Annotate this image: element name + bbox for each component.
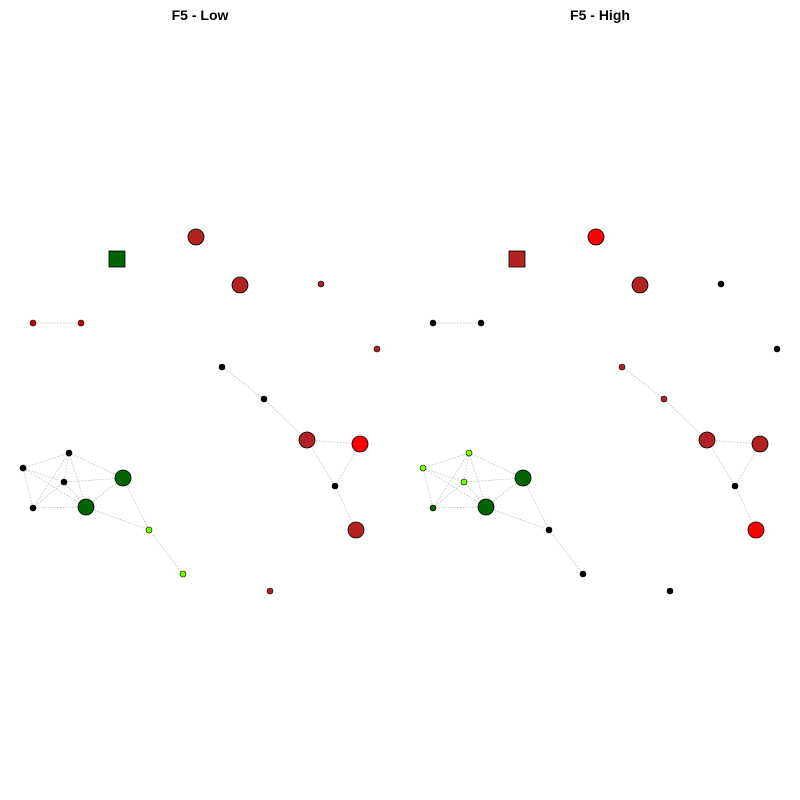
node-p1-low [29, 319, 37, 327]
edge-G2-l1-high [485, 506, 550, 531]
node-l1-low [145, 526, 153, 534]
node-g1-high [419, 464, 427, 472]
panel-high: F5 - High [400, 0, 800, 800]
edge-g3-g4-low [32, 481, 65, 509]
node-l1-high [545, 526, 553, 534]
node-g3-high [460, 478, 468, 486]
node-p2-low [77, 319, 85, 327]
edge-g1-g3-high [422, 467, 465, 483]
node-sq-high [508, 250, 526, 268]
node-e3-high [731, 482, 739, 490]
node-p2-high [477, 319, 485, 327]
edge-l1-l2-low [148, 529, 184, 575]
edge-g1-g2-low [22, 452, 70, 469]
node-e1-low [298, 431, 316, 449]
network-graph-high [419, 228, 781, 595]
edge-g1-G2-high [422, 467, 487, 508]
node-G1-high [514, 469, 532, 487]
node-c2-low [260, 395, 268, 403]
node-c2-high [660, 395, 668, 403]
edge-c1-c2-high [621, 366, 665, 400]
edge-g2-G1-high [468, 452, 524, 479]
edge-g1-g4-low [22, 467, 34, 509]
node-e4-high [747, 521, 765, 539]
edge-g2-g3-low [63, 452, 70, 483]
node-n4-high [773, 345, 781, 353]
node-n1-high [587, 228, 605, 246]
edge-e3-e4-low [334, 485, 357, 531]
edge-c2-e1-high [663, 398, 708, 441]
edge-G1-l1-low [122, 477, 150, 531]
edge-g1-g4-high [422, 467, 434, 509]
edge-g1-g3-low [22, 467, 65, 483]
edge-g3-G1-high [463, 477, 524, 483]
edge-l1-l2-high [548, 529, 584, 575]
edge-g2-G2-low [68, 452, 87, 508]
node-x1-low [266, 587, 274, 595]
node-c1-low [218, 363, 226, 371]
node-e4-low [347, 521, 365, 539]
edge-g2-g4-low [32, 452, 70, 509]
edge-e3-e4-high [734, 485, 757, 531]
edge-g3-G1-low [63, 477, 124, 483]
edge-g1-g2-high [422, 452, 470, 469]
node-e2-low [351, 435, 369, 453]
node-g2-high [465, 449, 473, 457]
node-x1-high [666, 587, 674, 595]
edge-g2-G2-high [468, 452, 487, 508]
edge-G1-l1-high [522, 477, 550, 531]
node-l2-low [179, 570, 187, 578]
node-g4-low [29, 504, 37, 512]
node-e2-high [751, 435, 769, 453]
node-G1-low [114, 469, 132, 487]
panel-title-low: F5 - Low [171, 7, 229, 23]
node-e3-low [331, 482, 339, 490]
edge-G2-l1-low [85, 506, 150, 531]
node-g2-low [65, 449, 73, 457]
node-g4-high [429, 504, 437, 512]
edge-g2-G1-low [68, 452, 124, 479]
node-c1-high [618, 363, 626, 371]
panel-low: F5 - Low [19, 7, 381, 595]
node-n4-low [373, 345, 381, 353]
node-G2-low [77, 498, 95, 516]
node-n3-low [317, 280, 325, 288]
edge-g1-G2-low [22, 467, 87, 508]
node-n2-high [631, 276, 649, 294]
node-g1-low [19, 464, 27, 472]
node-sq-low [108, 250, 126, 268]
panel-title-high: F5 - High [570, 7, 630, 23]
node-g3-low [60, 478, 68, 486]
node-n1-low [187, 228, 205, 246]
edge-g2-g4-high [432, 452, 470, 509]
node-e1-high [698, 431, 716, 449]
node-n2-low [231, 276, 249, 294]
edge-e2-e3-high [734, 443, 761, 487]
edge-e2-e3-low [334, 443, 361, 487]
node-G2-high [477, 498, 495, 516]
edge-g3-g4-high [432, 481, 465, 509]
node-p1-high [429, 319, 437, 327]
edge-g2-g3-high [463, 452, 470, 483]
edge-c1-c2-low [221, 366, 265, 400]
edge-c2-e1-low [263, 398, 308, 441]
network-graph-low [19, 228, 381, 595]
node-n3-high [717, 280, 725, 288]
node-l2-high [579, 570, 587, 578]
